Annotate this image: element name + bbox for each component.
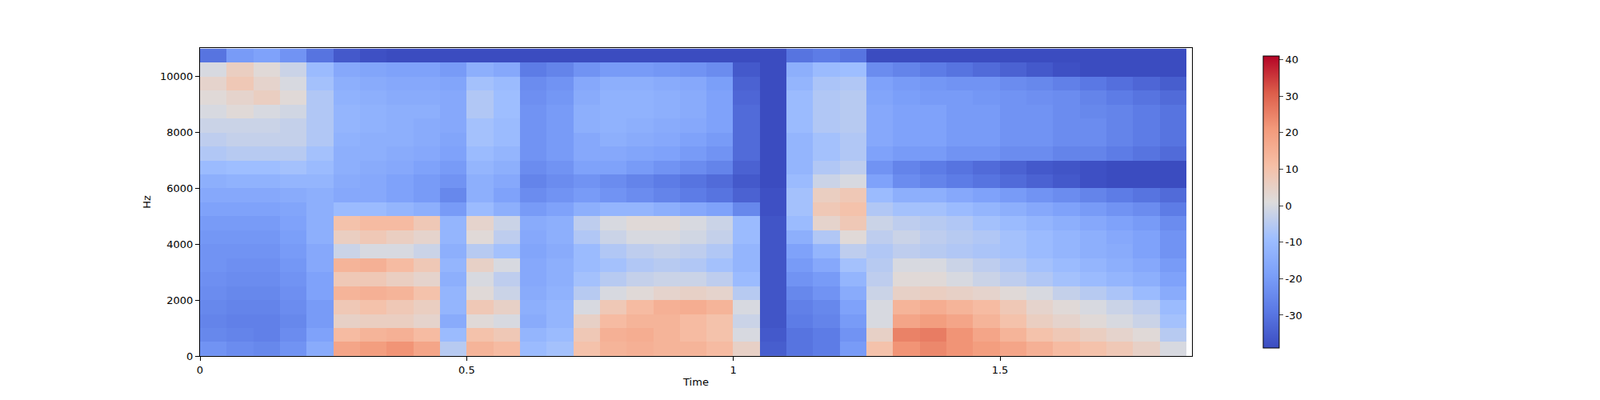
- svg-text:30: 30: [1285, 90, 1300, 103]
- svg-text:Hz: Hz: [140, 195, 153, 209]
- svg-text:0: 0: [1285, 200, 1292, 212]
- svg-text:1: 1: [730, 364, 737, 376]
- svg-text:20: 20: [1285, 126, 1300, 139]
- svg-text:10000: 10000: [160, 70, 193, 83]
- svg-text:0: 0: [186, 350, 193, 363]
- svg-text:-20: -20: [1285, 272, 1303, 285]
- svg-text:8000: 8000: [166, 126, 193, 139]
- svg-text:0: 0: [196, 364, 204, 376]
- svg-text:2000: 2000: [166, 294, 193, 307]
- svg-text:6000: 6000: [166, 182, 193, 195]
- svg-text:0.5: 0.5: [458, 364, 476, 376]
- svg-text:10: 10: [1285, 163, 1300, 176]
- svg-text:-30: -30: [1285, 308, 1303, 321]
- svg-text:4000: 4000: [166, 238, 193, 251]
- svg-text:-10: -10: [1285, 236, 1303, 248]
- svg-text:Time: Time: [682, 376, 709, 388]
- svg-text:40: 40: [1285, 53, 1300, 66]
- svg-text:1.5: 1.5: [992, 364, 1009, 376]
